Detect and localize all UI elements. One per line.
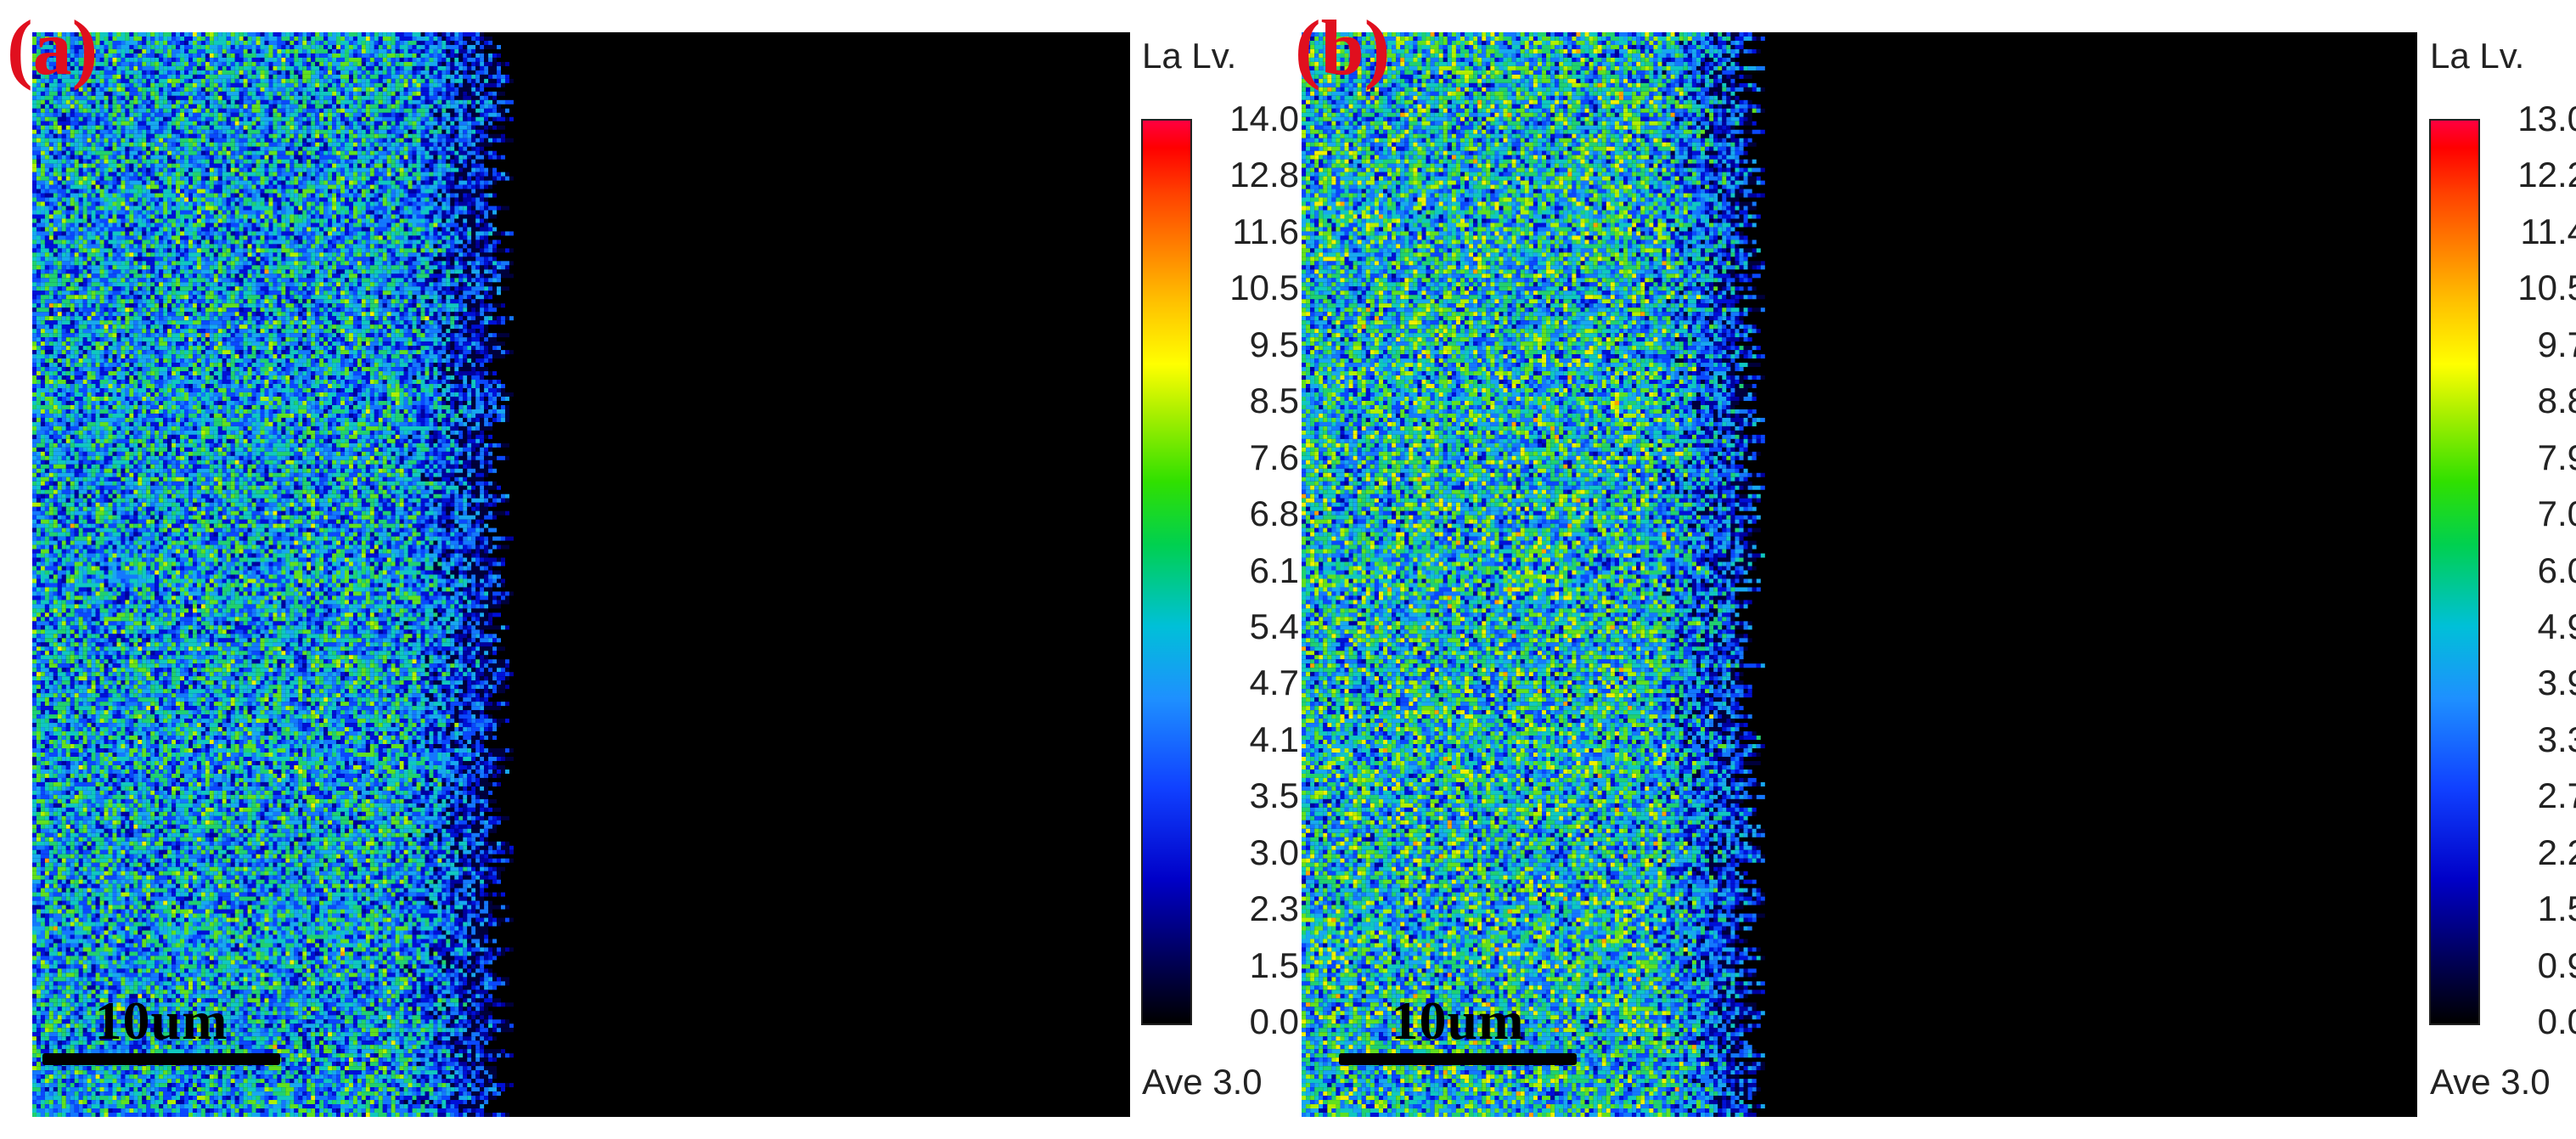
element-label-a: La Lv.	[1142, 36, 1236, 76]
colorbar-tick-label: 3.0	[1250, 834, 1299, 871]
scalebar-b: 10um	[1339, 994, 1577, 1065]
colorbar-tick-label: 8.5	[1250, 383, 1299, 419]
colorbar-tick-label: 10.5	[2517, 270, 2576, 306]
colorbar-b	[2429, 119, 2480, 1025]
colorbar-tick-label: 6.1	[1250, 552, 1299, 589]
colorbar-tick-label: 12.2	[2517, 157, 2576, 193]
element-label-b: La Lv.	[2430, 36, 2524, 76]
panel-label-b: (b)	[1295, 8, 1390, 87]
colorbar-tick-label: 4.7	[1250, 665, 1299, 701]
colorbar-tick-label: 0.9	[2538, 947, 2576, 984]
colorbar-tick-label: 6.0	[2538, 552, 2576, 589]
colorbar-tick-label: 1.5	[1250, 947, 1299, 984]
colorbar-tick-label: 11.6	[1232, 213, 1299, 250]
colorbar-tick-label: 1.5	[2538, 891, 2576, 927]
la-map-b	[1302, 32, 2417, 1117]
colorbar-tick-label: 11.4	[2520, 213, 2576, 250]
colorbar-ticks-a: 14.0 12.8 11.6 10.5 9.5 8.5 7.6 6.8 6.1 5.4 4.7 4.1…	[1197, 101, 1299, 1040]
colorbar-tick-label: 2.2	[2538, 834, 2576, 871]
scalebar-text-b: 10um	[1339, 994, 1577, 1048]
colorbar-tick-label: 5.4	[1250, 608, 1299, 645]
colorbar-a	[1141, 119, 1192, 1025]
colorbar-tick-label: 2.3	[1250, 891, 1299, 927]
colorbar-tick-label: 13.0	[2517, 101, 2576, 137]
colorbar-tick-label: 9.7	[2538, 326, 2576, 363]
scalebar-a: 10um	[42, 994, 280, 1065]
colorbar-tick-label: 4.9	[2538, 608, 2576, 645]
colorbar-tick-label: 8.8	[2538, 383, 2576, 419]
colorbar-tick-label: 7.9	[2538, 439, 2576, 476]
colorbar-tick-label: 9.5	[1250, 326, 1299, 363]
colorbar-ticks-b: 13.0 12.2 11.4 10.5 9.7 8.8 7.9 7.0 6.0 4.9 3.9 3.3…	[2485, 101, 2576, 1040]
colorbar-tick-label: 0.0	[2538, 1004, 2576, 1040]
la-distribution-image-b	[1302, 32, 2417, 1117]
colorbar-tick-label: 10.5	[1229, 270, 1299, 306]
colorbar-tick-label: 2.7	[2538, 778, 2576, 814]
average-label-b: Ave 3.0	[2430, 1062, 2551, 1102]
colorbar-tick-label: 6.8	[1250, 496, 1299, 532]
colorbar-tick-label: 7.6	[1250, 439, 1299, 476]
colorbar-tick-label: 3.9	[2538, 665, 2576, 701]
scalebar-line-a	[42, 1053, 280, 1065]
scalebar-text-a: 10um	[42, 994, 280, 1048]
panel-label-a: (a)	[7, 8, 98, 87]
panel-b: (b) 10um La Lv. 13.0 12.2 11.4 10.5 9.7 8.8 7.…	[1288, 0, 2576, 1139]
colorbar-tick-label: 7.0	[2538, 496, 2576, 532]
panel-a: (a) 10um La Lv. 14.0 12.8 11.6 10.5 9.5 8.5 7.…	[7, 8, 1299, 1117]
colorbar-tick-label: 14.0	[1229, 101, 1299, 137]
colorbar-tick-label: 3.3	[2538, 721, 2576, 758]
la-distribution-image-a	[32, 32, 1130, 1117]
scalebar-line-b	[1339, 1053, 1577, 1065]
la-map-a	[32, 32, 1130, 1117]
colorbar-tick-label: 12.8	[1229, 157, 1299, 193]
average-label-a: Ave 3.0	[1142, 1062, 1263, 1102]
colorbar-tick-label: 0.0	[1250, 1004, 1299, 1040]
colorbar-tick-label: 3.5	[1250, 778, 1299, 814]
colorbar-tick-label: 4.1	[1250, 721, 1299, 758]
